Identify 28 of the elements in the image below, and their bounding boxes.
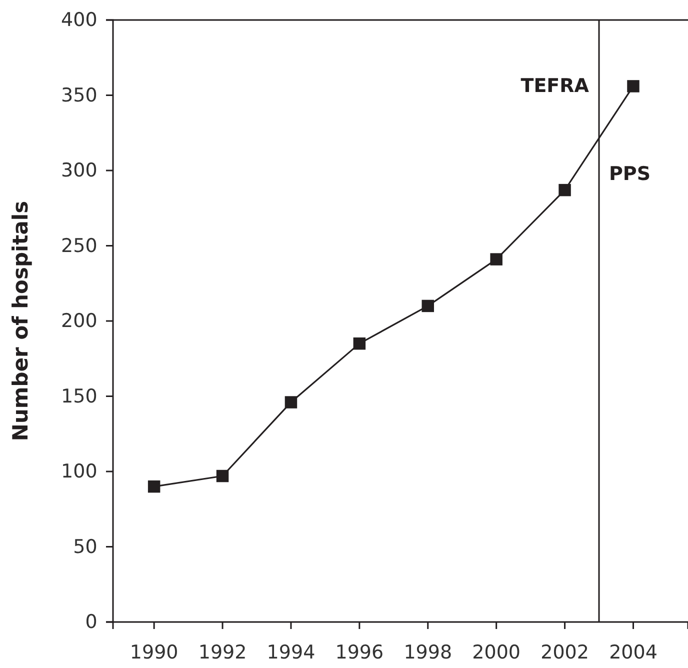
point — [627, 80, 640, 92]
y-tick-label: 150 — [61, 385, 98, 408]
x-tick-label: 2002 — [540, 642, 589, 664]
x-tick-label: 1996 — [335, 642, 384, 664]
point — [148, 480, 160, 493]
y-tick-label: 50 — [73, 536, 98, 558]
y-tick-label: 200 — [61, 310, 98, 332]
y-axis-title: Number of hospitals — [8, 200, 33, 442]
annotation: PPS — [609, 163, 651, 185]
x-tick-label: 1990 — [130, 642, 178, 664]
point — [558, 184, 571, 196]
point — [353, 337, 366, 350]
y-tick-label: 350 — [61, 84, 98, 106]
x-tick-label: 2000 — [472, 642, 521, 664]
x-tick-label: 1994 — [266, 642, 316, 664]
annotation: TEFRA — [520, 75, 590, 97]
x-tick-label: 1992 — [198, 642, 247, 664]
y-tick-label: 100 — [61, 460, 98, 483]
point — [490, 253, 502, 266]
y-tick-label: 400 — [61, 9, 98, 32]
y-tick-label: 300 — [61, 160, 98, 182]
x-tick-label: 1998 — [404, 642, 452, 664]
y-tick-label: 250 — [61, 234, 98, 257]
point — [216, 470, 229, 482]
point — [422, 300, 434, 312]
x-tick-label: 2004 — [609, 642, 658, 664]
y-tick-label: 0 — [85, 611, 98, 634]
point — [284, 396, 298, 408]
